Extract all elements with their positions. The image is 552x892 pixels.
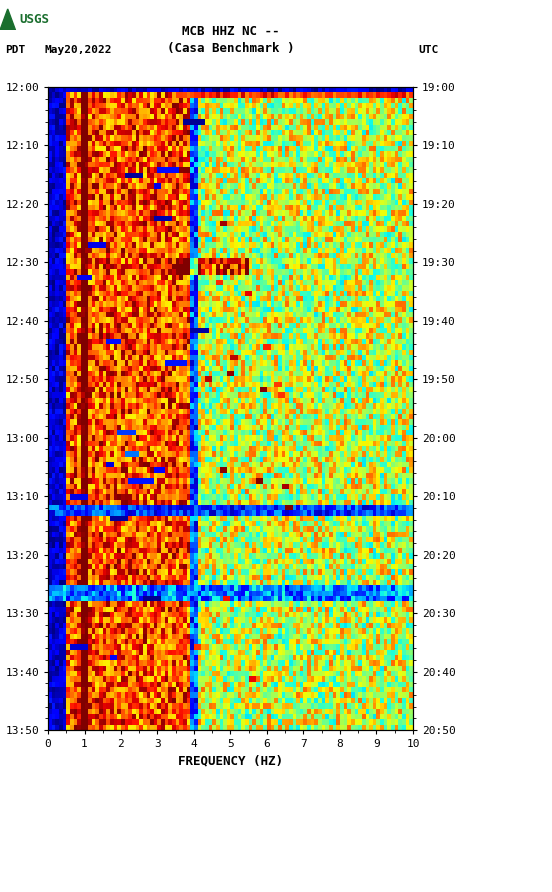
Text: PDT: PDT bbox=[6, 45, 26, 55]
Text: (Casa Benchmark ): (Casa Benchmark ) bbox=[167, 42, 294, 55]
Text: UTC: UTC bbox=[418, 45, 439, 55]
Text: USGS: USGS bbox=[19, 13, 49, 26]
Text: MCB HHZ NC --: MCB HHZ NC -- bbox=[182, 25, 279, 38]
X-axis label: FREQUENCY (HZ): FREQUENCY (HZ) bbox=[178, 755, 283, 768]
Text: May20,2022: May20,2022 bbox=[44, 45, 112, 55]
Polygon shape bbox=[0, 9, 15, 30]
